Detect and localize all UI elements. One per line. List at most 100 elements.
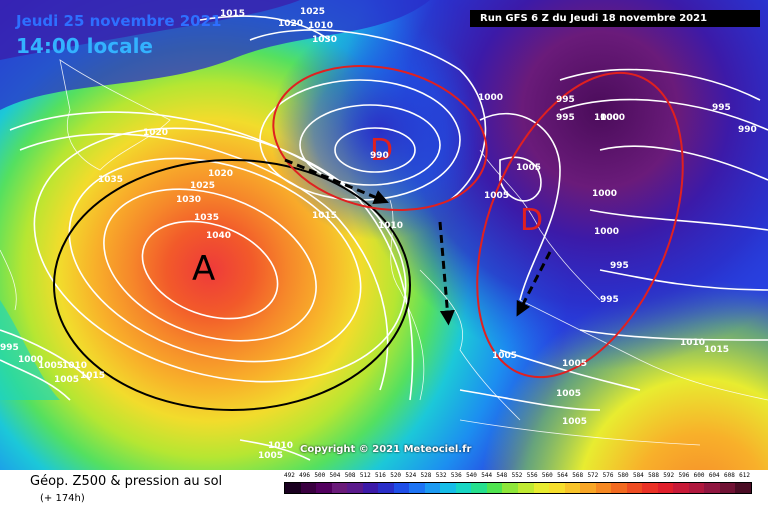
legend-swatch [657,483,674,493]
legend-tick: 576 [602,472,614,479]
pressure-label: 995 [0,343,19,353]
flow-arrows [284,158,552,326]
legend-swatch [486,483,503,493]
isobar-labels: 1015 1020 1025 1010 1030 1020 1035 1025 … [0,7,757,461]
legend-tick: 552 [511,472,523,479]
legend-swatch [409,483,425,493]
coastlines [0,59,768,446]
pressure-label: 1000 [594,227,619,237]
legend-tick: 500 [314,472,326,479]
pressure-label: 990 [370,151,389,161]
pressure-label: 1010 [62,361,87,371]
legend-swatch [626,483,643,493]
pressure-label: 995 [556,113,575,123]
pressure-label: 1020 [278,19,303,29]
pressure-label: 1020 [208,169,233,179]
legend-swatch [347,483,363,493]
legend-swatch [393,483,410,493]
legend-tick: 496 [299,472,311,479]
legend-tick: 524 [405,472,417,479]
legend-swatch [424,483,441,493]
pressure-label: 1000 [592,189,617,199]
legend-swatch [611,483,627,493]
pressure-label: 1000 [478,93,503,103]
pressure-label: 1005 [484,191,509,201]
pressure-label: 1010 [378,221,403,231]
forecast-date: Jeudi 25 novembre 2021 [16,12,222,30]
legend-tick: 584 [632,472,644,479]
high-center-letter: A [192,249,215,289]
low-center-letter-1: D [370,133,393,168]
forecast-time: 14:00 locale [16,34,153,58]
legend-tick: 548 [496,472,508,479]
legend-tick: 604 [708,472,720,479]
pressure-label: 1040 [206,231,231,241]
legend-swatch [719,483,736,493]
pressure-label: 1010 [268,441,293,451]
legend-swatch [300,483,317,493]
pressure-label: 1015 [312,211,337,221]
legend-swatch [331,483,348,493]
pressure-label: 1005 [38,361,63,371]
pressure-label: 1025 [300,7,325,17]
color-legend-bar [284,482,752,494]
legend-tick: 540 [466,472,477,479]
legend-tick: 592 [663,472,675,479]
legend-swatch [642,483,658,493]
pressure-label: 1000 [600,113,625,123]
low-center-letter-2: D [520,203,543,238]
pressure-label: 995 [610,261,629,271]
legend-swatch [564,483,581,493]
legend-swatch [455,483,472,493]
legend-swatch [580,483,596,493]
pressure-label: 1020 [143,128,168,138]
legend-tick: 512 [359,472,371,479]
legend-swatch [502,483,518,493]
pressure-label: 1030 [176,195,201,205]
pressure-label: 1005 [492,351,517,361]
model-run-banner: Run GFS 6 Z du Jeudi 18 novembre 2021 [470,10,760,27]
pressure-label: 1005 [556,389,581,399]
pressure-label: 1005 [258,451,283,461]
pressure-label: 1025 [190,181,215,191]
forecast-offset: (+ 174h) [40,493,85,504]
pressure-label: 1015 [80,371,105,381]
legend-swatch [285,483,301,493]
pressure-label: 1015 [704,345,729,355]
pressure-label: 1035 [98,175,123,185]
pressure-label: 995 [712,103,731,113]
legend-tick: 608 [723,472,735,479]
pressure-label: 995 [556,95,575,105]
z500-pressure-map: A D D 1015 1020 1025 1010 1030 1020 1035… [0,0,768,470]
pressure-label: 1005 [562,417,587,427]
legend-tick: 588 [648,472,659,479]
legend-tick: 572 [587,472,599,479]
legend-swatch [362,483,379,493]
legend-tick: 568 [572,472,584,479]
legend-swatch [316,483,332,493]
pressure-label: 990 [738,125,757,135]
map-footer: Géop. Z500 & pression au sol (+ 174h) 49… [0,470,768,512]
legend-tick: 596 [678,472,690,479]
pressure-label: 1030 [312,35,337,45]
legend-tick: 508 [344,472,356,479]
pressure-label: 1035 [194,213,219,223]
legend-tick: 600 [693,472,705,479]
high-pressure-circle [53,159,411,411]
legend-swatch [688,483,705,493]
legend-swatch [533,483,550,493]
legend-tick: 504 [329,472,341,479]
legend-swatch [549,483,565,493]
legend-swatch [378,483,394,493]
legend-tick: 580 [617,472,629,479]
legend-tick: 520 [390,472,402,479]
pressure-label: 1005 [562,359,587,369]
legend-swatch [517,483,534,493]
low-pressure-circle-2 [476,71,684,379]
pressure-label: 1000 [594,113,619,123]
legend-tick: 528 [420,472,432,479]
legend-tick: 612 [739,472,750,479]
legend-tick: 536 [450,472,462,479]
legend-swatch [440,483,456,493]
